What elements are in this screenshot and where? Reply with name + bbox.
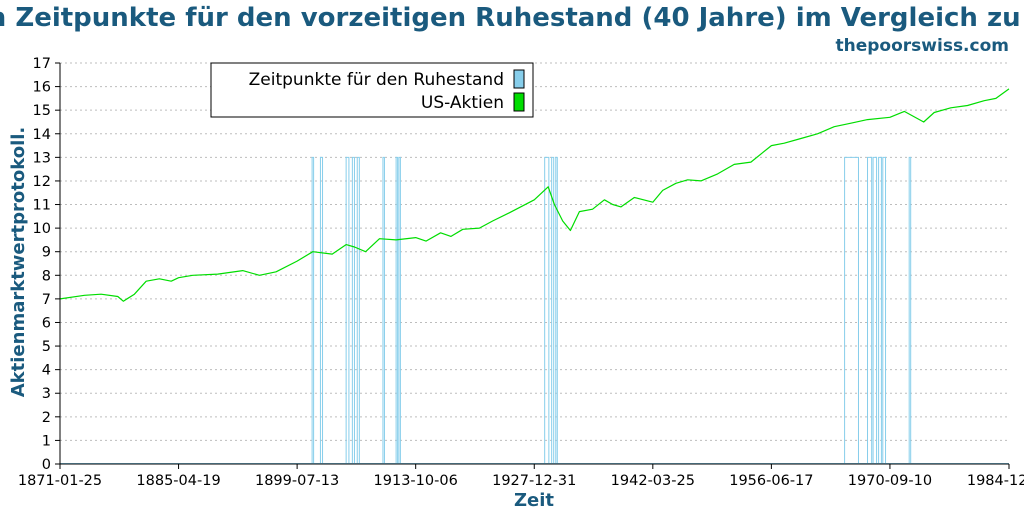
legend-label-retirement: Zeitpunkte für den Ruhestand <box>249 70 504 90</box>
y-tick-label: 5 <box>42 339 51 355</box>
x-tick-label: 1984-12-25 <box>967 473 1024 489</box>
retirement-pulse <box>398 156 401 464</box>
y-tick-label: 4 <box>42 363 51 379</box>
retirement-pulse <box>551 156 555 464</box>
x-axis-label: Zeit <box>514 490 554 511</box>
legend-swatch-us-stocks <box>513 92 525 112</box>
y-tick-label: 15 <box>33 103 51 119</box>
retirement-pulse <box>882 156 887 464</box>
x-tick-label: 1913-10-06 <box>374 473 458 489</box>
chart-subtitle: thepoorswiss.com <box>836 36 1010 56</box>
retirement-pulse <box>311 156 315 464</box>
x-tick-label: 1970-09-10 <box>848 473 932 489</box>
retirement-pulse <box>867 156 873 464</box>
retirement-pulses <box>60 156 1009 464</box>
legend-box <box>210 62 534 118</box>
retirement-pulse <box>872 156 878 464</box>
axes <box>55 62 1010 469</box>
legend-label-us-stocks: US-Aktien <box>421 93 504 113</box>
y-tick-label: 12 <box>33 174 51 190</box>
y-tick-label: 8 <box>42 268 51 284</box>
y-tick-label: 0 <box>42 457 51 473</box>
retirement-pulse <box>356 156 360 464</box>
x-tick-label: 1899-07-13 <box>255 473 339 489</box>
us-stocks-line <box>59 88 1010 302</box>
series-lines <box>59 88 1010 302</box>
x-tick-label: 1956-06-17 <box>729 473 813 489</box>
y-tick-label: 14 <box>33 127 51 143</box>
y-tick-label: 9 <box>42 245 51 261</box>
y-tick-label: 3 <box>42 386 51 402</box>
retirement-pulse <box>319 156 324 464</box>
legend-swatch-retirement <box>513 69 525 89</box>
retirement-pulse <box>555 156 558 464</box>
y-tick-label: 13 <box>33 150 51 166</box>
y-tick-label: 6 <box>42 315 51 331</box>
retirement-pulse <box>382 156 385 464</box>
y-tick-label: 1 <box>42 433 51 449</box>
retirement-pulse <box>544 156 550 464</box>
retirement-pulse <box>395 156 399 464</box>
retirement-pulse <box>351 156 355 464</box>
chart-title: Die besten Zeitpunkte für den vorzeitige… <box>0 3 1024 33</box>
x-tick-label: 1871-01-25 <box>18 473 102 489</box>
x-tick-label: 1885-04-19 <box>136 473 220 489</box>
y-axis-label: Aktienmarktwertprotokoll. <box>8 127 29 398</box>
x-tick-label: 1927-12-31 <box>492 473 576 489</box>
y-tick-label: 17 <box>33 56 51 72</box>
y-tick-label: 11 <box>33 198 51 214</box>
y-tick-label: 2 <box>42 410 51 426</box>
y-tick-label: 16 <box>33 80 51 96</box>
legend: Zeitpunkte für den Ruhestand US-Aktien <box>210 62 534 118</box>
y-tick-label: 10 <box>33 221 51 237</box>
retirement-pulse <box>844 156 859 464</box>
retirement-pulse <box>345 156 350 464</box>
x-tick-labels: 1871-01-25 1885-04-19 1899-07-13 1913-10-06… <box>18 473 1024 489</box>
retirement-pulse <box>908 156 912 464</box>
retirement-pulse <box>878 156 882 464</box>
x-tick-label: 1942-03-25 <box>611 473 695 489</box>
y-tick-label: 7 <box>42 292 51 308</box>
